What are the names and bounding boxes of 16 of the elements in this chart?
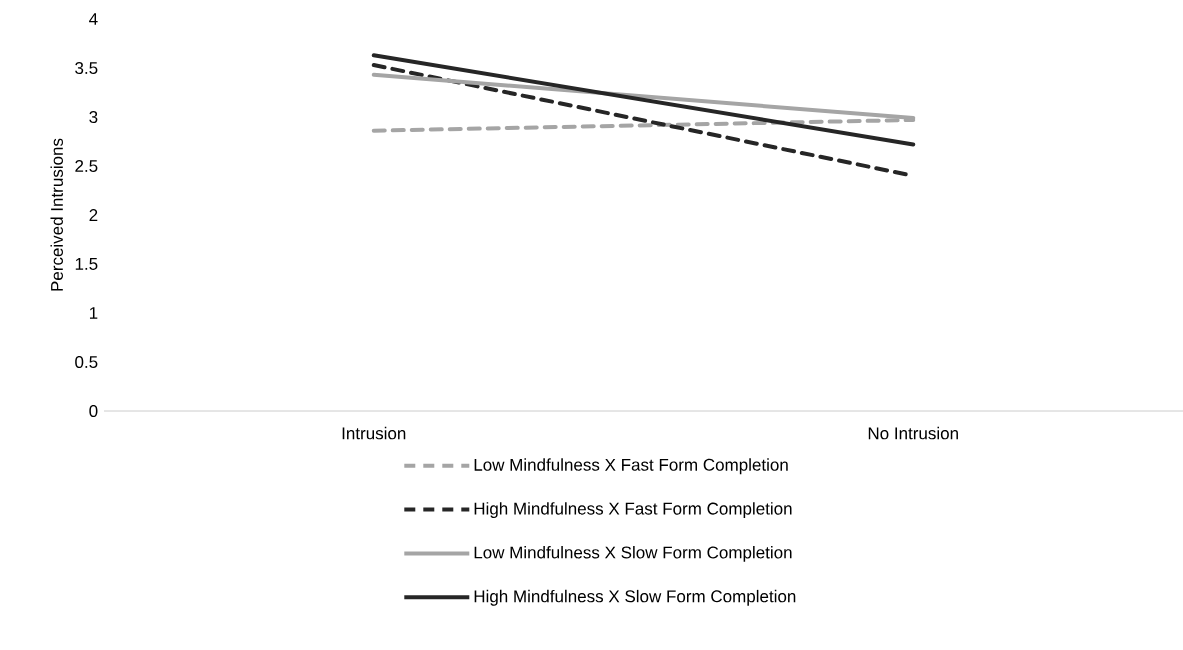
- y-tick-label: 3: [89, 110, 98, 124]
- legend-label: Low Mindfulness X Slow Form Completion: [474, 546, 792, 562]
- y-axis-title: Perceived Intrusions: [50, 138, 63, 291]
- y-tick-label: 1: [89, 307, 98, 319]
- y-tick-label: 4: [89, 13, 98, 25]
- y-tick-label: 3.5: [75, 61, 98, 75]
- y-tick-label: 0.5: [75, 355, 98, 369]
- x-tick-label: No Intrusion: [868, 426, 958, 440]
- legend-label: Low Mindfulness X Fast Form Completion: [474, 458, 788, 475]
- y-tick-label: 2: [89, 209, 98, 221]
- legend-label: High Mindfulness X Slow Form Completion: [474, 589, 796, 606]
- legend-label: High Mindfulness X Fast Form Completion: [474, 502, 792, 519]
- y-tick-label: 2.5: [75, 159, 98, 173]
- x-tick-label: Intrusion: [342, 426, 406, 440]
- y-tick-label: 1.5: [75, 258, 98, 270]
- y-tick-label: 0: [89, 404, 98, 418]
